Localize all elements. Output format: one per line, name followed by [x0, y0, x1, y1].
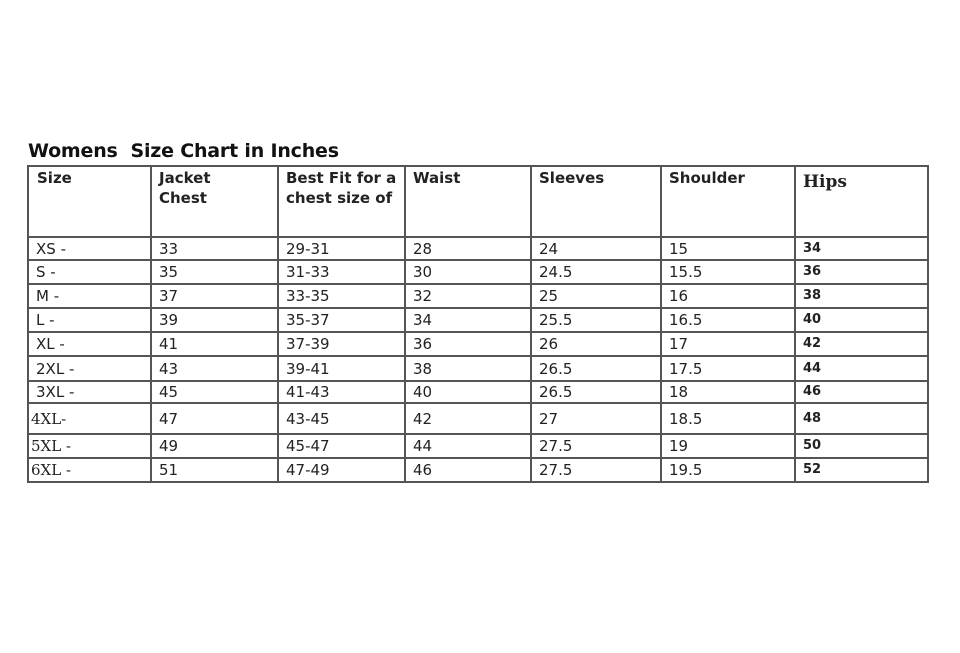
- table-row: 3XL -45 41-43 40 26.5 18 46: [27, 380, 929, 404]
- cell-size: 2XL -: [27, 355, 152, 382]
- header-best-fit: Best Fit for a chest size of: [277, 165, 406, 238]
- header-hips: Hips: [794, 165, 929, 238]
- cell-shoulder: 16.5: [660, 307, 796, 333]
- cell-jacket-chest: 45: [150, 380, 279, 404]
- cell-sleeves: 24.5: [530, 259, 662, 285]
- cell-sleeves: 27.5: [530, 433, 662, 459]
- cell-size: M -: [27, 283, 152, 309]
- cell-hips: 42: [794, 331, 929, 357]
- cell-jacket-chest: 35: [150, 259, 279, 285]
- table-row: 5XL -49 45-47 44 27.5 19 50: [27, 433, 929, 459]
- cell-hips: 50: [794, 433, 929, 459]
- cell-waist: 30: [404, 259, 532, 285]
- cell-size: L -: [27, 307, 152, 333]
- cell-sleeves: 25: [530, 283, 662, 309]
- table-row: M -37 33-35 32 25 16 38: [27, 283, 929, 309]
- header-shoulder: Shoulder: [660, 165, 796, 238]
- cell-shoulder: 18: [660, 380, 796, 404]
- cell-sleeves: 26.5: [530, 355, 662, 382]
- cell-shoulder: 16: [660, 283, 796, 309]
- cell-hips: 34: [794, 236, 929, 261]
- cell-hips: 44: [794, 355, 929, 382]
- cell-best-fit: 41-43: [277, 380, 406, 404]
- header-waist: Waist: [404, 165, 532, 238]
- cell-sleeves: 24: [530, 236, 662, 261]
- cell-sleeves: 27: [530, 402, 662, 435]
- size-chart-table: Size Jacket Chest Best Fit for a chest s…: [27, 165, 929, 483]
- cell-best-fit: 31-33: [277, 259, 406, 285]
- cell-shoulder: 15: [660, 236, 796, 261]
- cell-best-fit: 39-41: [277, 355, 406, 382]
- cell-best-fit: 35-37: [277, 307, 406, 333]
- cell-shoulder: 19: [660, 433, 796, 459]
- header-jacket-chest-label: Jacket Chest: [159, 169, 211, 207]
- cell-jacket-chest: 47: [150, 402, 279, 435]
- cell-waist: 42: [404, 402, 532, 435]
- cell-shoulder: 19.5: [660, 457, 796, 483]
- cell-jacket-chest: 51: [150, 457, 279, 483]
- cell-best-fit: 45-47: [277, 433, 406, 459]
- cell-waist: 44: [404, 433, 532, 459]
- cell-hips: 48: [794, 402, 929, 435]
- cell-jacket-chest: 37: [150, 283, 279, 309]
- cell-jacket-chest: 43: [150, 355, 279, 382]
- header-size: Size: [27, 165, 152, 238]
- cell-size: 3XL -: [27, 380, 152, 404]
- header-row: Size Jacket Chest Best Fit for a chest s…: [27, 165, 929, 238]
- cell-jacket-chest: 33: [150, 236, 279, 261]
- table-row: XS -33 29-31 28 24 15 34: [27, 236, 929, 261]
- cell-waist: 40: [404, 380, 532, 404]
- cell-hips: 52: [794, 457, 929, 483]
- cell-size: XL -: [27, 331, 152, 357]
- cell-hips: 46: [794, 380, 929, 404]
- cell-best-fit: 29-31: [277, 236, 406, 261]
- table-row: 2XL -43 39-41 38 26.5 17.5 44: [27, 355, 929, 382]
- cell-waist: 46: [404, 457, 532, 483]
- cell-size: 5XL -: [27, 433, 152, 459]
- header-jacket-chest: Jacket Chest: [150, 165, 279, 238]
- cell-shoulder: 17.5: [660, 355, 796, 382]
- cell-size: 6XL -: [27, 457, 152, 483]
- page-title: Womens Size Chart in Inches: [28, 140, 339, 162]
- cell-sleeves: 26.5: [530, 380, 662, 404]
- header-best-fit-label: Best Fit for a chest size of: [286, 169, 397, 207]
- cell-size: 4XL-: [27, 402, 152, 435]
- cell-jacket-chest: 41: [150, 331, 279, 357]
- cell-shoulder: 17: [660, 331, 796, 357]
- header-sleeves: Sleeves: [530, 165, 662, 238]
- cell-waist: 28: [404, 236, 532, 261]
- cell-sleeves: 25.5: [530, 307, 662, 333]
- cell-waist: 32: [404, 283, 532, 309]
- cell-waist: 38: [404, 355, 532, 382]
- cell-sleeves: 26: [530, 331, 662, 357]
- cell-hips: 36: [794, 259, 929, 285]
- cell-hips: 38: [794, 283, 929, 309]
- table-row: L -39 35-37 34 25.5 16.5 40: [27, 307, 929, 333]
- table-row: 6XL -51 47-49 46 27.5 19.5 52: [27, 457, 929, 483]
- cell-size: S -: [27, 259, 152, 285]
- cell-size: XS -: [27, 236, 152, 261]
- cell-waist: 36: [404, 331, 532, 357]
- cell-hips: 40: [794, 307, 929, 333]
- cell-jacket-chest: 39: [150, 307, 279, 333]
- cell-shoulder: 15.5: [660, 259, 796, 285]
- cell-best-fit: 37-39: [277, 331, 406, 357]
- table-row: S -35 31-33 30 24.5 15.5 36: [27, 259, 929, 285]
- cell-shoulder: 18.5: [660, 402, 796, 435]
- cell-sleeves: 27.5: [530, 457, 662, 483]
- cell-jacket-chest: 49: [150, 433, 279, 459]
- cell-waist: 34: [404, 307, 532, 333]
- table-row: XL -41 37-39 36 26 17 42: [27, 331, 929, 357]
- table-row: 4XL- 47 43-45 42 27 18.5 48: [27, 402, 929, 435]
- cell-best-fit: 33-35: [277, 283, 406, 309]
- cell-best-fit: 47-49: [277, 457, 406, 483]
- cell-best-fit: 43-45: [277, 402, 406, 435]
